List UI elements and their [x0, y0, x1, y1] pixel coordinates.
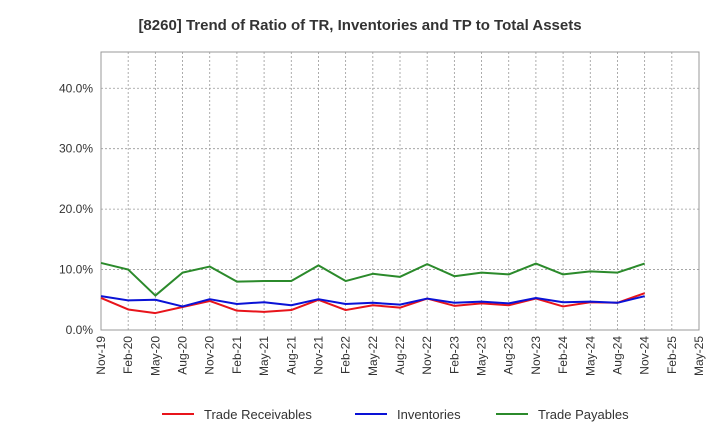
series-line-inventories — [100, 295, 645, 308]
legend-label: Trade Payables — [538, 407, 629, 422]
x-tick-label: Aug-20 — [176, 336, 190, 375]
x-tick-label: Aug-23 — [502, 336, 516, 375]
x-tick-label: Nov-21 — [311, 336, 325, 375]
x-tick-label: Nov-19 — [94, 336, 108, 375]
chart-title: [8260] Trend of Ratio of TR, Inventories… — [138, 17, 581, 34]
legend-label: Trade Receivables — [204, 407, 312, 422]
plot-border — [100, 51, 700, 331]
x-tick-label: May-25 — [692, 336, 706, 376]
y-tick-label: 40.0% — [59, 81, 93, 95]
legend: Trade Receivables Inventories Trade Payabl… — [162, 407, 629, 422]
x-tick-label: Feb-24 — [556, 336, 570, 374]
legend-label: Inventories — [397, 407, 461, 422]
grid — [100, 52, 700, 331]
x-tick-label: Nov-24 — [638, 336, 652, 375]
x-tick-label: Nov-23 — [529, 336, 543, 375]
x-tick-label: May-24 — [583, 336, 597, 376]
x-tick-label: May-22 — [366, 336, 380, 376]
x-tick-label: Aug-22 — [393, 336, 407, 375]
x-tick-label: Feb-25 — [665, 336, 679, 374]
series-layer — [100, 261, 645, 315]
x-tick-label: Feb-23 — [447, 336, 461, 374]
x-tick-label: Feb-21 — [230, 336, 244, 374]
x-tick-label: May-20 — [148, 336, 162, 376]
series-line-trade-payables — [100, 261, 645, 297]
x-tick-label: Nov-22 — [420, 336, 434, 375]
x-tick-label: May-23 — [475, 336, 489, 376]
x-tick-label: Aug-21 — [284, 336, 298, 375]
x-tick-label: Nov-20 — [203, 336, 217, 375]
y-tick-label: 10.0% — [59, 263, 93, 277]
y-tick-label: 20.0% — [59, 202, 93, 216]
x-tick-label: Aug-24 — [610, 336, 624, 375]
axes: 0.0% 10.0% 20.0% 30.0% 40.0% Nov-19 Feb-20 May-… — [59, 51, 706, 376]
x-tick-label: Feb-22 — [339, 336, 353, 374]
x-tick-label: Feb-20 — [121, 336, 135, 374]
x-tick-label: May-21 — [257, 336, 271, 376]
y-tick-label: 30.0% — [59, 142, 93, 156]
y-tick-label: 0.0% — [66, 323, 94, 337]
